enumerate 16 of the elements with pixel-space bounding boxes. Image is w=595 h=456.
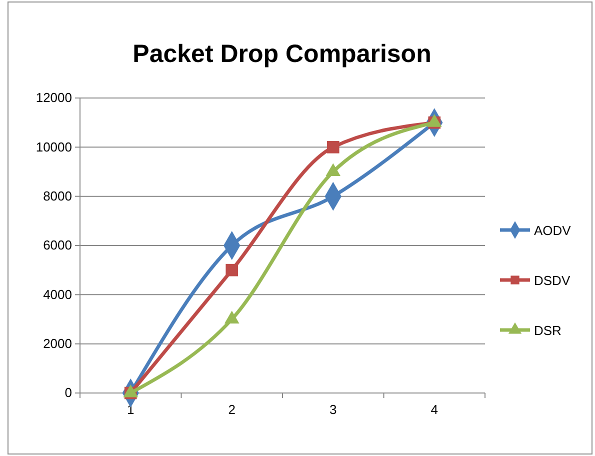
y-tick-label: 6000 xyxy=(43,238,72,253)
x-tick-label: 2 xyxy=(228,402,236,418)
x-tick-label: 3 xyxy=(330,402,337,418)
y-tick-label: 10000 xyxy=(36,139,72,154)
point xyxy=(226,264,238,276)
chart-title: Packet Drop Comparison xyxy=(132,40,432,68)
legend-label: DSDV xyxy=(534,273,570,288)
y-tick-label: 8000 xyxy=(43,188,72,204)
y-tick-label: 0 xyxy=(64,385,72,400)
legend-label: DSR xyxy=(534,323,562,338)
point xyxy=(326,141,340,154)
x-tick-label: 4 xyxy=(430,402,438,418)
y-tick-label: 12000 xyxy=(36,90,72,106)
legend-label: AODV xyxy=(534,223,572,238)
y-tick-label: 4000 xyxy=(43,286,72,302)
y-tick-label: 2000 xyxy=(43,336,72,351)
